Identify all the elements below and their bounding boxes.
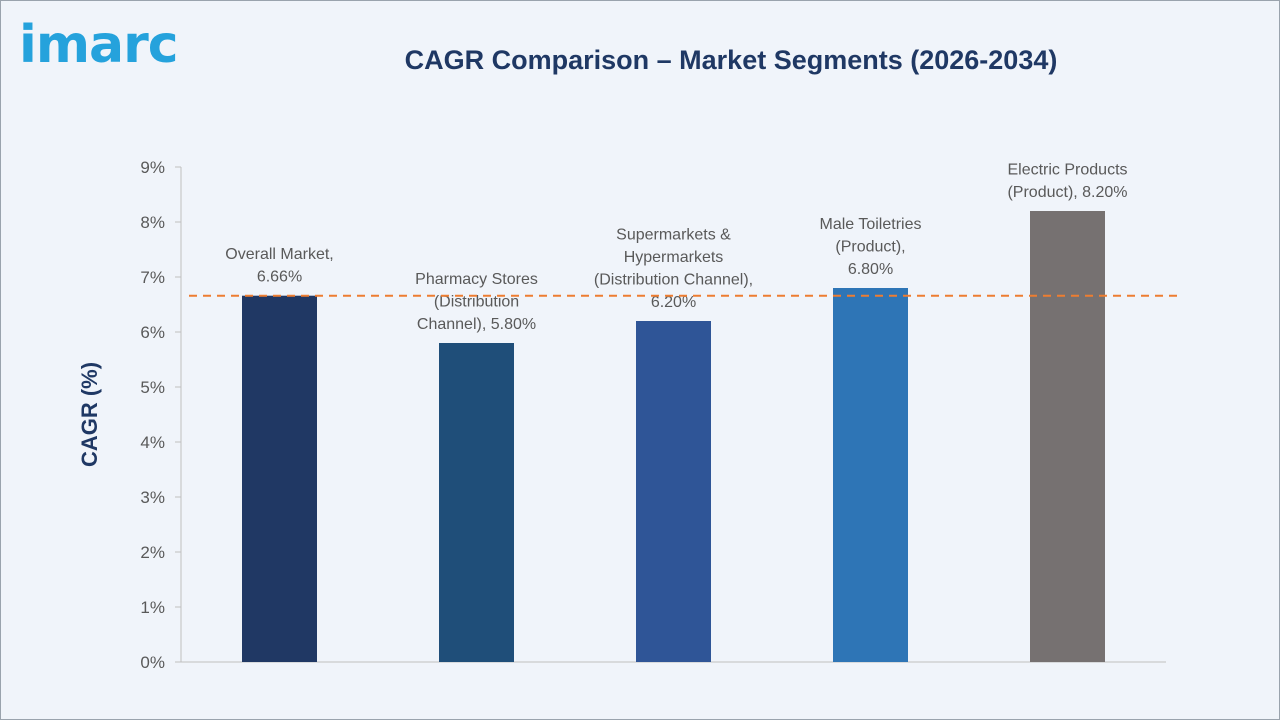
y-tick-label: 0%	[140, 653, 165, 672]
bar-data-label-line: Overall Market,	[225, 246, 333, 263]
bar-data-label-line: 6.20%	[651, 294, 696, 311]
bar-data-label-line: (Distribution	[434, 294, 519, 311]
y-tick-label: 6%	[140, 323, 165, 342]
bar-data-label-line: Supermarkets &	[616, 227, 731, 244]
bar	[439, 343, 514, 662]
bar-data-label: Electric Products (Product), 8.20%	[1007, 162, 1127, 202]
bar-data-label-line: Channel), 5.80%	[417, 316, 536, 333]
y-axis-label: CAGR (%)	[77, 362, 102, 467]
bar-data-label: Pharmacy Stores (Distribution Channel), 5.…	[415, 271, 538, 333]
chart-title: CAGR Comparison – Market Segments (2026-…	[404, 45, 1058, 75]
bar-data-label: Male Toiletries (Product), 6.80%	[820, 216, 922, 278]
y-tick-label: 2%	[140, 543, 165, 562]
bar-data-label-line: 6.80%	[848, 261, 893, 278]
bar-data-label-line: Hypermarkets	[624, 249, 724, 266]
bar	[1030, 211, 1105, 662]
y-tick-label: 8%	[140, 213, 165, 232]
bar-data-label-line: (Product), 8.20%	[1007, 184, 1127, 201]
bar-data-label-line: Male Toiletries	[820, 216, 922, 233]
y-tick-label: 7%	[140, 268, 165, 287]
bar-data-label: Supermarkets & Hypermarkets (Distribution …	[594, 227, 753, 312]
y-tick-label: 4%	[140, 433, 165, 452]
y-tick-label: 1%	[140, 598, 165, 617]
y-tick-label: 3%	[140, 488, 165, 507]
bar-data-label-line: (Distribution Channel),	[594, 272, 753, 289]
bar	[833, 288, 908, 662]
bar	[242, 295, 317, 662]
bar-data-label-line: Electric Products	[1007, 162, 1127, 179]
bar	[636, 321, 711, 662]
y-tick-label: 5%	[140, 378, 165, 397]
bar-data-label-line: 6.66%	[257, 269, 302, 286]
y-tick-label: 9%	[140, 158, 165, 177]
bar-data-label: Overall Market, 6.66%	[225, 246, 333, 286]
bar-data-label-line: (Product),	[835, 239, 905, 256]
imarc-logo: imarc	[19, 15, 179, 75]
bar-data-label-line: Pharmacy Stores	[415, 271, 538, 288]
